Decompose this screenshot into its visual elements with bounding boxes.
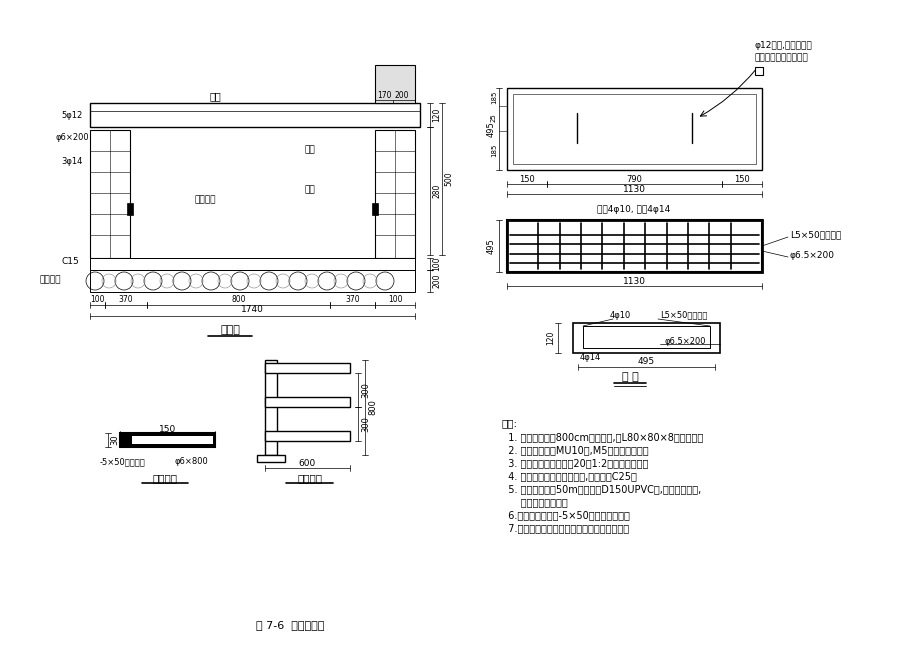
Text: L5×50角铁边框: L5×50角铁边框 <box>659 311 707 320</box>
Text: 盖板: 盖板 <box>209 91 221 101</box>
Text: 790: 790 <box>626 174 641 184</box>
Text: 5. 沟体底部每隔50m放置一根D150UPVC管,接至邻近窨井,: 5. 沟体底部每隔50m放置一根D150UPVC管,接至邻近窨井, <box>502 484 700 494</box>
Bar <box>506 220 761 272</box>
Bar <box>127 203 133 215</box>
Bar <box>265 431 349 441</box>
Bar <box>119 433 215 447</box>
Text: 接地扁铁: 接地扁铁 <box>153 473 177 483</box>
Bar <box>506 88 761 170</box>
Bar <box>583 326 709 348</box>
Text: 盖 板: 盖 板 <box>621 372 638 382</box>
Text: 1. 电缆支架每隔800cm设置一个,用L80×80×8角钢制作。: 1. 电缆支架每隔800cm设置一个,用L80×80×8角钢制作。 <box>502 432 702 442</box>
Text: 370: 370 <box>345 296 359 305</box>
Bar <box>90 130 130 258</box>
Text: 300: 300 <box>361 382 370 398</box>
Text: 7.电缆沟顶面标高应与盛梅路路面标高持平。: 7.电缆沟顶面标高应与盛梅路路面标高持平。 <box>502 523 629 533</box>
Bar <box>573 323 720 353</box>
Bar <box>754 67 762 75</box>
Bar <box>506 220 761 272</box>
Text: 图 7-6  电缆沟详图: 图 7-6 电缆沟详图 <box>255 620 323 630</box>
Text: 4φ10: 4φ10 <box>609 311 630 320</box>
Bar <box>265 397 349 407</box>
Text: 6.沟内所有支架用-5×50接地扁铁连接。: 6.沟内所有支架用-5×50接地扁铁连接。 <box>502 510 630 520</box>
Text: 说明:: 说明: <box>502 418 517 428</box>
Text: 170: 170 <box>377 92 391 100</box>
Bar <box>265 363 349 373</box>
Bar <box>375 65 414 103</box>
Text: φ6.5×200: φ6.5×200 <box>664 337 706 346</box>
Text: 接地扁铁: 接地扁铁 <box>194 195 216 204</box>
Text: 4. 混凝土强度等级除注明外,其余均为C25。: 4. 混凝土强度等级除注明外,其余均为C25。 <box>502 471 636 481</box>
Text: 600: 600 <box>299 458 316 467</box>
Text: 同左: 同左 <box>304 146 315 154</box>
Bar <box>90 270 414 292</box>
Text: 150: 150 <box>159 424 176 434</box>
Text: 5φ12: 5φ12 <box>62 111 83 120</box>
Text: 150: 150 <box>733 174 749 184</box>
Bar <box>513 94 755 164</box>
Text: 370: 370 <box>119 296 133 305</box>
Text: 25: 25 <box>491 114 496 122</box>
Text: 120: 120 <box>432 108 441 122</box>
Text: 300: 300 <box>361 416 370 432</box>
Text: C15: C15 <box>61 258 79 266</box>
Text: 30: 30 <box>110 435 119 445</box>
Text: 185: 185 <box>491 90 496 104</box>
Text: 100: 100 <box>90 296 105 305</box>
Text: 800: 800 <box>369 400 377 415</box>
Bar <box>371 203 378 215</box>
Text: L5×50角铁边框: L5×50角铁边框 <box>789 230 840 240</box>
Bar <box>90 258 414 270</box>
Bar <box>131 436 213 444</box>
Text: 495: 495 <box>486 121 495 137</box>
Text: 1130: 1130 <box>622 184 645 193</box>
Text: 1740: 1740 <box>241 305 264 314</box>
Text: φ6×800: φ6×800 <box>175 458 209 467</box>
Text: 1130: 1130 <box>622 277 645 286</box>
Bar <box>90 103 420 127</box>
Text: 280: 280 <box>432 184 441 198</box>
Text: 4φ14: 4φ14 <box>579 352 601 361</box>
Text: 100: 100 <box>387 296 402 305</box>
Text: φ6×200: φ6×200 <box>55 133 89 143</box>
Text: 片石垫层: 片石垫层 <box>40 275 61 284</box>
Text: 作沟内排水之用。: 作沟内排水之用。 <box>502 497 567 507</box>
Text: 120: 120 <box>546 331 555 345</box>
Text: 同左: 同左 <box>304 186 315 195</box>
Text: 3. 沟体内、外壁粉刷为20厚1:2防水砂浆抹面。: 3. 沟体内、外壁粉刷为20厚1:2防水砂浆抹面。 <box>502 458 648 468</box>
Text: 拉手箍接处为电焊焊接: 拉手箍接处为电焊焊接 <box>754 53 808 62</box>
Bar <box>375 130 414 258</box>
Bar <box>256 455 285 462</box>
Text: 电缆支架: 电缆支架 <box>297 473 323 483</box>
Bar <box>265 360 277 455</box>
Text: 剖面图: 剖面图 <box>220 325 240 335</box>
Text: 495: 495 <box>637 357 654 367</box>
Text: 150: 150 <box>518 174 534 184</box>
Text: φ6.5×200: φ6.5×200 <box>789 251 834 260</box>
Text: 185: 185 <box>491 143 496 157</box>
Text: φ12圆钢,可活动拉手: φ12圆钢,可活动拉手 <box>754 40 811 49</box>
Text: 100: 100 <box>432 256 441 271</box>
Text: 200: 200 <box>432 274 441 288</box>
Text: 200: 200 <box>394 92 409 100</box>
Text: 上层4φ10, 下层4φ14: 上层4φ10, 下层4φ14 <box>596 206 670 214</box>
Text: 3φ14: 3φ14 <box>62 158 83 167</box>
Text: 500: 500 <box>444 172 453 186</box>
Text: 800: 800 <box>231 296 245 305</box>
Text: -5×50扁铁通长: -5×50扁铁通长 <box>100 458 145 467</box>
Text: 495: 495 <box>486 238 495 254</box>
Text: 2. 砌砖电缆沟用MU10砖,M5水泥砂浆实砌。: 2. 砌砖电缆沟用MU10砖,M5水泥砂浆实砌。 <box>502 445 648 455</box>
